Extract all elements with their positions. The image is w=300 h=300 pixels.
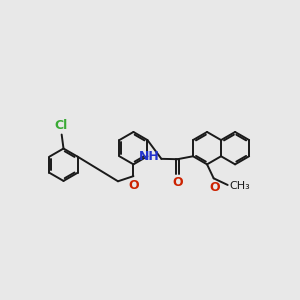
Text: CH₃: CH₃ (229, 181, 250, 191)
Text: NH: NH (139, 150, 160, 163)
Text: O: O (209, 181, 220, 194)
Text: O: O (172, 176, 183, 190)
Text: O: O (128, 179, 139, 192)
Text: Cl: Cl (54, 118, 68, 132)
